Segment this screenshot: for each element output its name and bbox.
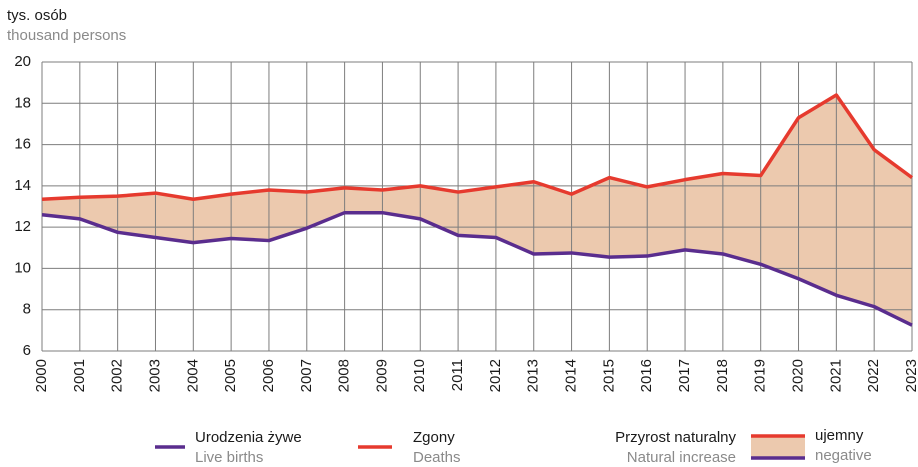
x-tick-label: 2008 (336, 359, 353, 392)
legend-label-en: negative (815, 447, 872, 464)
x-tick-label: 2006 (260, 359, 277, 392)
x-tick-label: 2001 (71, 359, 88, 392)
x-tick-label: 2000 (33, 359, 50, 392)
x-tick-label: 2012 (487, 359, 504, 392)
legend-swatch (751, 436, 805, 458)
y-label-en: thousand persons (7, 27, 126, 44)
y-tick-label: 14 (14, 177, 31, 194)
legend: Urodzenia żywe Live births Zgony Deaths … (155, 427, 872, 466)
legend-label: Urodzenia żywe (195, 429, 302, 446)
x-tick-label: 2015 (600, 359, 617, 392)
legend-label-en: Natural increase (627, 449, 736, 466)
x-tick-label: 2005 (222, 359, 239, 392)
y-tick-label: 16 (14, 136, 31, 153)
line (41, 210, 913, 327)
x-tick-label: 2022 (865, 359, 882, 392)
legend-label: Przyrost naturalny (615, 429, 736, 446)
x-tick-label: 2017 (676, 359, 693, 392)
x-tick-label: 2018 (714, 359, 731, 392)
plot: 6 8 10 12 14 16 18 20 2000 2001 2002 2003 2004 2005 20… (14, 53, 918, 392)
y-tick-label: 12 (14, 218, 31, 235)
x-tick-label: 2010 (411, 359, 428, 392)
legend-label: Zgony (413, 429, 455, 446)
x-tick-label: 2009 (373, 359, 390, 392)
fill-area (42, 95, 912, 326)
x-tick-label: 2019 (752, 359, 769, 392)
x-tick-label: 2002 (109, 359, 126, 392)
legend-label-en: Deaths (413, 449, 461, 466)
legend-label: ujemny (815, 427, 864, 444)
y-tick-label: 20 (14, 53, 31, 70)
x-tick-label: 2014 (563, 359, 580, 392)
x-tick-label: 2021 (827, 359, 844, 392)
y-tick-label: 10 (14, 259, 31, 276)
line (41, 93, 914, 202)
y-tick-label: 6 (23, 342, 31, 359)
y-label: tys. osób (7, 7, 67, 24)
y-tick-label: 8 (23, 301, 31, 318)
x-tick-label: 2023 (903, 359, 918, 392)
x-tick-label: 2004 (184, 359, 201, 392)
x-tick-label: 2013 (525, 359, 542, 392)
x-tick-label: 2020 (789, 359, 806, 392)
y-tick-label: 18 (14, 94, 31, 111)
x-tick-label: 2016 (638, 359, 655, 392)
legend-label-en: Live births (195, 449, 263, 466)
x-tick-label: 2007 (298, 359, 315, 392)
x-tick-label: 2003 (146, 359, 163, 392)
x-tick-label: 2011 (449, 359, 466, 391)
